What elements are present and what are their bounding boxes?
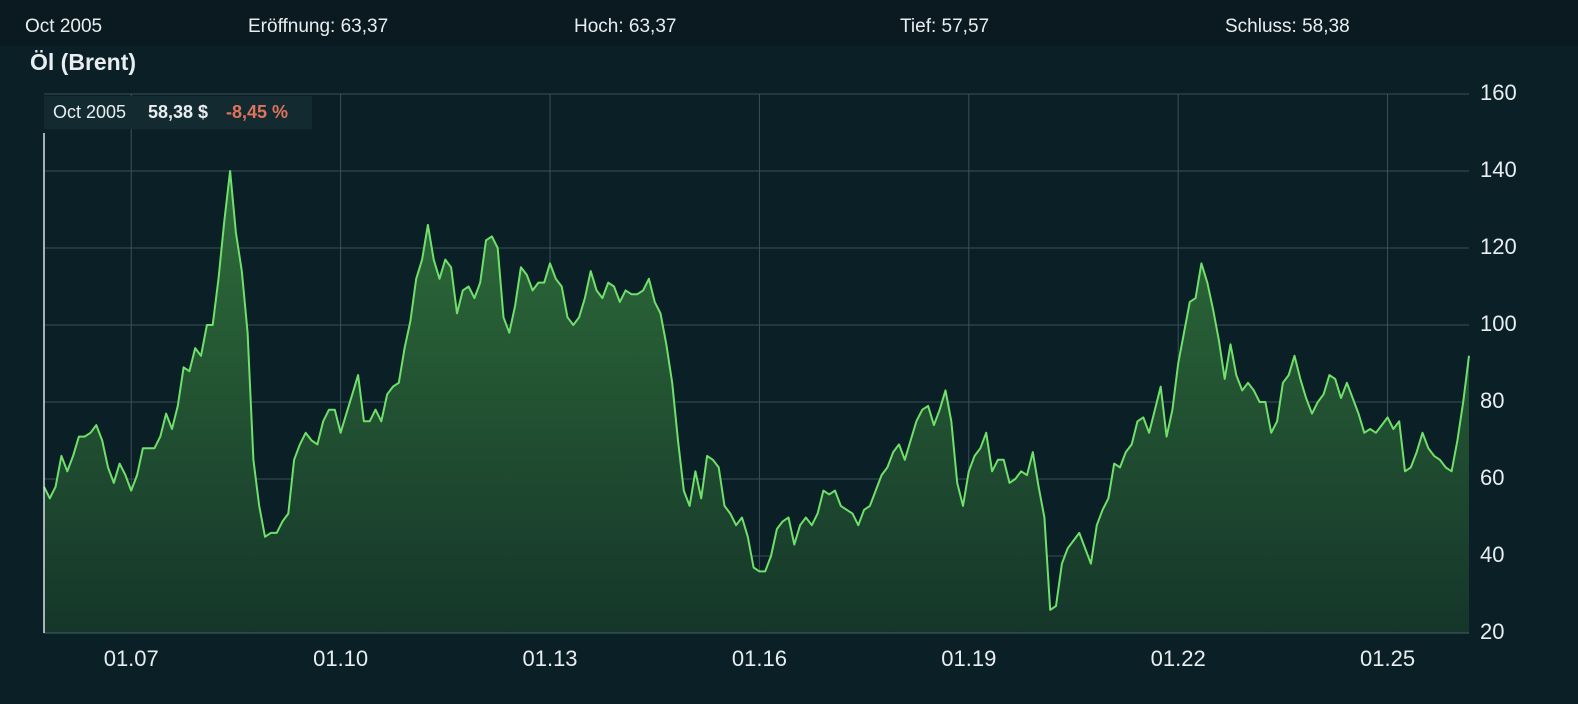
tooltip-period: Oct 2005: [53, 102, 126, 122]
header-open: Eröffnung: 63,37: [248, 16, 388, 37]
x-tick-label: 01.13: [522, 646, 577, 671]
y-tick-label: 20: [1480, 619, 1504, 644]
header-close: Schluss: 58,38: [1225, 16, 1350, 37]
plot: 20 40 60 80 100 120 140 160 01.07 01.10 01.13 01.16…: [43, 80, 1517, 671]
y-tick-label: 160: [1480, 80, 1517, 105]
y-tick-label: 120: [1480, 234, 1517, 259]
x-tick-label: 01.19: [941, 646, 996, 671]
y-tick-label: 100: [1480, 311, 1517, 336]
y-tick-label: 40: [1480, 542, 1504, 567]
tooltip-price: 58,38 $: [148, 102, 208, 122]
y-tick-label: 60: [1480, 465, 1504, 490]
y-tick-label: 80: [1480, 388, 1504, 413]
x-tick-label: 01.10: [313, 646, 368, 671]
price-line: [43, 170, 1470, 611]
x-tick-label: 01.25: [1360, 646, 1415, 671]
header-bar: [0, 0, 1578, 46]
header-high: Hoch: 63,37: [574, 16, 676, 37]
chart-title: Öl (Brent): [30, 49, 136, 75]
x-tick-label: 01.07: [104, 646, 159, 671]
x-tick-label: 01.22: [1151, 646, 1206, 671]
area-fill: [44, 171, 1469, 633]
x-tick-label: 01.16: [732, 646, 787, 671]
tooltip-box: [44, 96, 312, 129]
header-low: Tief: 57,57: [900, 16, 989, 37]
header-period: Oct 2005: [25, 16, 102, 37]
tooltip-change: -8,45 %: [226, 102, 288, 122]
y-tick-label: 140: [1480, 157, 1517, 182]
